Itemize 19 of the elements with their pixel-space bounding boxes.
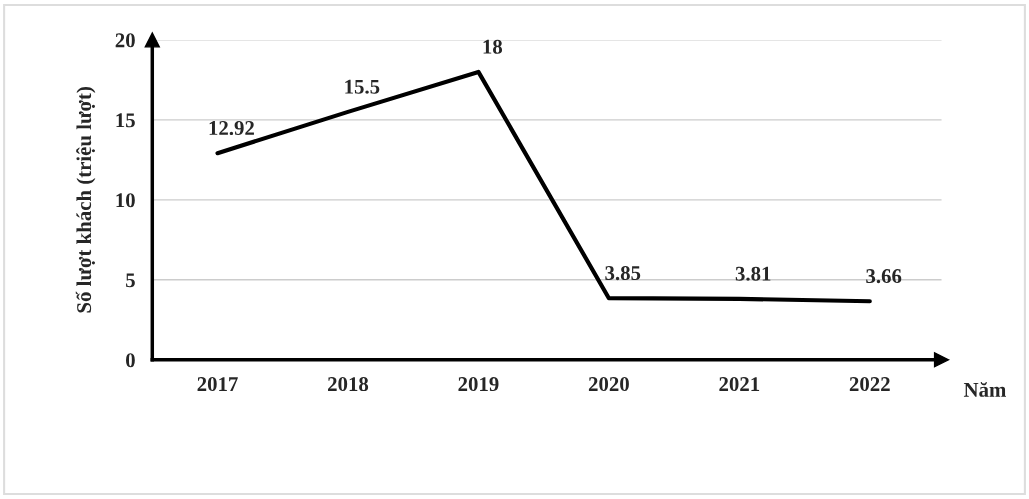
y-tick-label: 10 — [116, 193, 135, 208]
y-tick-label: 15 — [116, 113, 135, 128]
x-tick-label: 2019 — [458, 377, 499, 392]
data-label: 12.92 — [209, 121, 254, 136]
x-tick-label: 2017 — [197, 377, 238, 392]
data-label: 3.66 — [866, 269, 902, 284]
x-tick-label: 2018 — [328, 377, 369, 392]
x-tick-label: 2021 — [719, 377, 760, 392]
data-label: 15.5 — [345, 79, 380, 94]
y-tick-label: 20 — [115, 33, 135, 48]
data-label: 3.85 — [605, 266, 641, 281]
x-tick-label: 2020 — [588, 377, 629, 392]
x-axis-title: Năm — [963, 381, 1006, 397]
y-tick-label: 5 — [126, 273, 135, 288]
data-label: 18 — [483, 39, 503, 54]
data-label: 3.81 — [735, 266, 771, 281]
y-tick-label: 0 — [126, 353, 135, 368]
x-tick-label: 2022 — [849, 377, 890, 392]
y-axis-title: Số lượt khách (triệu lượt) — [75, 87, 96, 313]
